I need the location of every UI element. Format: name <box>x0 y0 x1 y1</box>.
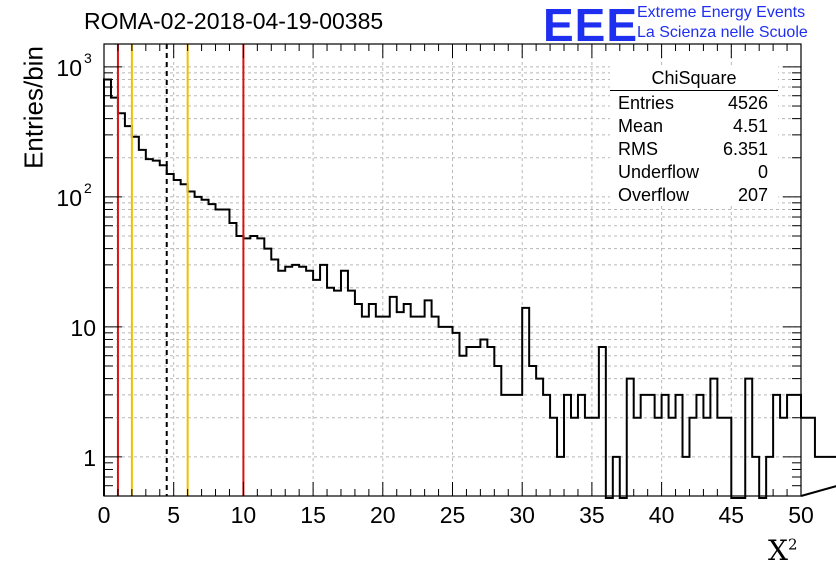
eee-logo: EEE <box>543 0 639 51</box>
y-axis-label: Entries/bin <box>18 46 49 169</box>
stats-label: Entries <box>618 93 675 113</box>
stats-title: ChiSquare <box>610 66 778 91</box>
logo-subtitle-line2: La Scienza nelle Scuole <box>637 24 808 41</box>
stats-box: ChiSquare Entries 4526 Mean 4.51 RMS 6.3… <box>610 66 778 206</box>
x-tick-label: 50 <box>788 502 814 528</box>
x-tick-label: 5 <box>167 502 180 528</box>
stats-row-underflow: Underflow 0 <box>610 160 778 183</box>
x-tick-label: 45 <box>719 502 745 528</box>
stats-value: 6.351 <box>722 139 768 159</box>
stats-label: Overflow <box>618 185 690 205</box>
x-tick-label: 20 <box>370 502 396 528</box>
x-tick-label: 30 <box>509 502 535 528</box>
stats-value: 0 <box>757 162 768 182</box>
histogram-outline <box>103 78 836 499</box>
x-tick-label: 0 <box>98 502 111 528</box>
x-tick-label: 15 <box>300 502 326 528</box>
x-tick-label: 35 <box>579 502 605 528</box>
y-tick-label-exponent: 2 <box>84 180 92 196</box>
x-tick-label: 10 <box>231 502 257 528</box>
x-tick-label: 40 <box>649 502 675 528</box>
y-tick-label: 10 <box>56 55 82 81</box>
stats-value: 4.51 <box>732 116 768 136</box>
logo-subtitle-line1: Extreme Energy Events <box>637 4 806 21</box>
stats-row-mean: Mean 4.51 <box>610 114 778 137</box>
stats-row-rms: RMS 6.351 <box>610 137 778 160</box>
stats-label: RMS <box>618 139 658 159</box>
x-axis-label: X2 <box>768 534 798 567</box>
y-tick-label-exponent: 3 <box>84 50 92 66</box>
x-tick-label: 25 <box>440 502 466 528</box>
stats-value: 4526 <box>727 93 768 113</box>
y-tick-label: 1 <box>83 445 96 471</box>
stats-value: 207 <box>737 185 768 205</box>
stats-label: Mean <box>618 116 664 136</box>
y-tick-label: 10 <box>56 185 82 211</box>
stats-row-overflow: Overflow 207 <box>610 183 778 206</box>
y-tick-label: 10 <box>70 315 96 341</box>
stats-row-entries: Entries 4526 <box>610 91 778 114</box>
chart-title: ROMA-02-2018-04-19-00385 <box>84 8 384 34</box>
stats-label: Underflow <box>618 162 700 182</box>
